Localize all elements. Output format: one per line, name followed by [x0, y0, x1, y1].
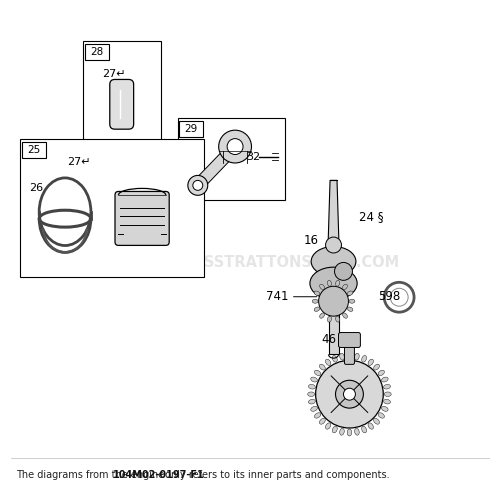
FancyBboxPatch shape [84, 41, 160, 148]
Ellipse shape [340, 428, 344, 435]
Ellipse shape [326, 359, 331, 366]
Ellipse shape [332, 356, 338, 362]
Ellipse shape [314, 307, 320, 312]
Ellipse shape [311, 246, 356, 276]
Text: The diagrams from the engine: The diagrams from the engine [16, 470, 168, 480]
Text: 29: 29 [184, 124, 198, 134]
Circle shape [316, 360, 384, 428]
Circle shape [227, 138, 243, 154]
Ellipse shape [312, 299, 318, 303]
Ellipse shape [342, 313, 347, 318]
Circle shape [326, 237, 342, 253]
Ellipse shape [314, 291, 320, 296]
FancyBboxPatch shape [338, 332, 360, 347]
Ellipse shape [332, 426, 338, 433]
Ellipse shape [310, 267, 357, 300]
Ellipse shape [342, 284, 347, 290]
Text: 46: 46 [321, 333, 336, 346]
Ellipse shape [320, 284, 324, 290]
Polygon shape [194, 142, 240, 190]
Ellipse shape [349, 299, 355, 303]
Text: 16: 16 [304, 234, 318, 246]
Ellipse shape [362, 356, 366, 362]
Text: 598: 598 [378, 290, 400, 303]
Circle shape [318, 286, 348, 316]
Text: 24 §: 24 § [360, 210, 384, 222]
FancyBboxPatch shape [344, 342, 354, 364]
Text: 26: 26 [29, 183, 43, 193]
Polygon shape [328, 302, 338, 354]
FancyBboxPatch shape [85, 44, 109, 60]
Text: 104M02-0197-F1: 104M02-0197-F1 [113, 470, 204, 480]
Ellipse shape [384, 384, 390, 389]
Text: 27↵: 27↵ [102, 70, 126, 80]
Ellipse shape [354, 428, 359, 435]
Ellipse shape [382, 406, 388, 412]
Text: 28: 28 [90, 47, 104, 57]
Text: only refers to its inner parts and components.: only refers to its inner parts and compo… [162, 470, 390, 480]
Ellipse shape [308, 384, 316, 389]
Circle shape [334, 262, 352, 280]
Ellipse shape [347, 429, 352, 436]
Ellipse shape [328, 280, 332, 286]
Circle shape [193, 180, 203, 190]
Ellipse shape [320, 418, 326, 424]
Ellipse shape [374, 418, 380, 424]
Ellipse shape [354, 353, 359, 360]
FancyBboxPatch shape [115, 192, 169, 246]
FancyBboxPatch shape [180, 121, 204, 137]
FancyBboxPatch shape [20, 139, 204, 278]
Text: 25: 25 [27, 145, 40, 155]
Ellipse shape [382, 377, 388, 382]
Text: 27↵: 27↵ [68, 157, 91, 167]
Ellipse shape [308, 392, 314, 396]
Ellipse shape [328, 316, 332, 322]
Ellipse shape [378, 370, 384, 376]
Ellipse shape [320, 313, 324, 318]
Ellipse shape [326, 423, 331, 429]
Ellipse shape [336, 280, 340, 286]
Ellipse shape [384, 392, 391, 396]
Ellipse shape [340, 353, 344, 360]
Ellipse shape [314, 413, 321, 418]
Ellipse shape [310, 406, 318, 412]
Ellipse shape [310, 377, 318, 382]
Circle shape [344, 388, 355, 400]
Ellipse shape [308, 400, 316, 404]
Circle shape [218, 130, 252, 163]
Ellipse shape [378, 413, 384, 418]
Text: 32: 32 [246, 152, 260, 162]
Ellipse shape [384, 400, 390, 404]
Ellipse shape [368, 423, 374, 429]
Ellipse shape [336, 316, 340, 322]
Text: 741: 741 [266, 290, 289, 303]
FancyBboxPatch shape [110, 80, 134, 129]
FancyBboxPatch shape [178, 118, 285, 200]
Ellipse shape [368, 359, 374, 366]
Polygon shape [328, 180, 339, 245]
Circle shape [188, 176, 208, 196]
Ellipse shape [320, 364, 326, 370]
Text: WWW.BRIGGSSTRATTONSTORE.COM: WWW.BRIGGSSTRATTONSTORE.COM [100, 255, 400, 270]
Ellipse shape [348, 291, 353, 296]
Ellipse shape [348, 307, 353, 312]
FancyBboxPatch shape [22, 142, 46, 158]
Circle shape [336, 380, 363, 408]
Ellipse shape [314, 370, 321, 376]
Ellipse shape [347, 352, 352, 360]
Ellipse shape [374, 364, 380, 370]
Ellipse shape [362, 426, 366, 433]
